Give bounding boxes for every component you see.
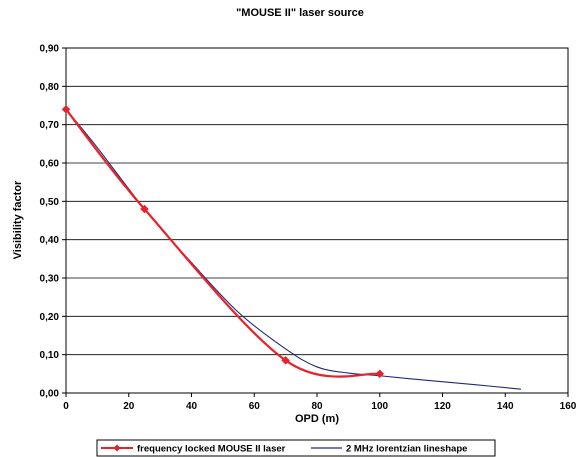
x-tick-label: 120 — [434, 401, 451, 412]
x-tick-label: 160 — [560, 401, 577, 412]
plot-area — [65, 47, 569, 394]
data-point — [61, 104, 71, 114]
data-point — [140, 204, 149, 214]
series-line-locked — [65, 108, 380, 378]
y-axis-label: Visibility factor — [12, 180, 24, 259]
legend-label-lorentzian: 2 MHz lorentzian lineshape — [346, 444, 467, 455]
x-axis-label: OPD (m) — [295, 413, 339, 425]
x-tick-label: 20 — [123, 401, 135, 412]
x-tick-label: 40 — [186, 401, 198, 412]
y-tick-label: 0,20 — [40, 312, 60, 323]
x-tick-label: 80 — [311, 401, 323, 412]
legend-marker-locked — [113, 444, 121, 452]
y-tick-label: 0,70 — [40, 120, 60, 131]
chart-title: "MOUSE II" laser source — [236, 7, 364, 19]
y-axis: 0,00 0,10 0,20 0,30 0,40 0,50 0,60 0,70 0,80 0,90 — [40, 44, 66, 400]
series-layer — [61, 104, 521, 390]
series-line-lorentzian — [65, 108, 521, 390]
data-point — [375, 369, 385, 379]
y-tick-label: 0,00 — [40, 389, 60, 400]
y-tick-label: 0,50 — [40, 197, 60, 208]
legend-label-locked: frequency locked MOUSE II laser — [137, 444, 286, 455]
y-tick-label: 0,30 — [40, 274, 60, 285]
x-tick-label: 100 — [371, 401, 388, 412]
x-tick-label: 0 — [63, 401, 69, 412]
x-tick-label: 140 — [497, 401, 514, 412]
y-tick-label: 0,60 — [40, 159, 60, 170]
y-tick-label: 0,80 — [40, 82, 60, 93]
x-tick-label: 60 — [249, 401, 261, 412]
grid — [66, 47, 568, 356]
legend-box — [96, 439, 496, 457]
y-tick-label: 0,10 — [40, 350, 60, 361]
legend: frequency locked MOUSE II laser 2 MHz lo… — [96, 439, 496, 457]
data-point — [281, 356, 290, 365]
y-tick-label: 0,40 — [40, 235, 60, 246]
y-tick-label: 0,90 — [40, 44, 60, 55]
x-axis: 0 20 40 60 80 100 120 140 160 — [63, 393, 577, 412]
